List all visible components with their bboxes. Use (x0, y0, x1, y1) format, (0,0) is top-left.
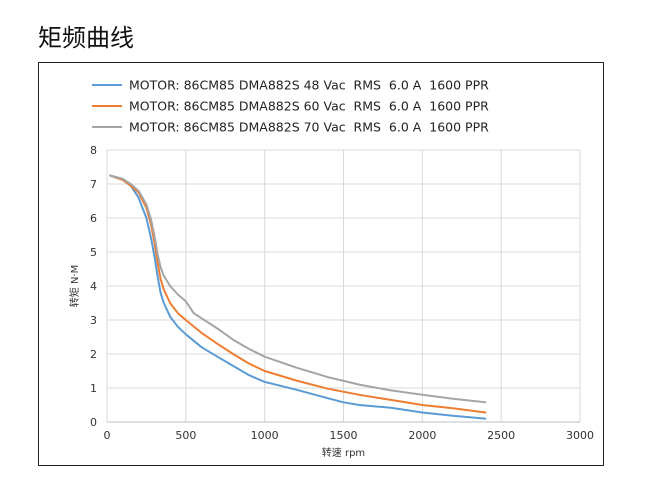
y-tick-label: 5 (90, 246, 97, 259)
series-line-3 (109, 174, 487, 404)
page-heading: 矩频曲线 (38, 24, 134, 52)
legend-entry-3: MOTOR: 86CM85 DMA882S 70 Vac RMS 6.0 A 1… (129, 120, 489, 135)
y-tick-label: 2 (90, 348, 97, 361)
x-tick-label: 0 (104, 429, 111, 442)
x-tick-label: 2500 (487, 429, 515, 442)
series-line-1 (109, 174, 487, 420)
y-tick-label: 8 (90, 144, 97, 157)
y-tick-labels: 0 1 2 3 4 5 6 7 8 (90, 144, 97, 429)
legend: MOTOR: 86CM85 DMA882S 48 Vac RMS 6.0 A 1… (92, 78, 489, 135)
y-tick-label: 3 (90, 314, 97, 327)
axes (106, 150, 580, 423)
x-tick-label: 2000 (408, 429, 436, 442)
y-tick-label: 6 (90, 212, 97, 225)
x-tick-labels: 0 500 1000 1500 2000 2500 3000 (104, 429, 595, 442)
y-tick-label: 4 (90, 280, 97, 293)
series-line-2 (109, 174, 487, 414)
legend-entry-2: MOTOR: 86CM85 DMA882S 60 Vac RMS 6.0 A 1… (129, 99, 489, 114)
y-tick-label: 0 (90, 416, 97, 429)
y-axis-label: 转矩 N·M (68, 265, 81, 307)
legend-entry-1: MOTOR: 86CM85 DMA882S 48 Vac RMS 6.0 A 1… (129, 78, 489, 93)
x-tick-label: 3000 (566, 429, 594, 442)
series-lines (109, 174, 487, 420)
grid (107, 149, 581, 422)
x-tick-label: 1500 (330, 429, 358, 442)
y-tick-label: 7 (90, 178, 97, 191)
x-axis-label: 转速 rpm (322, 446, 365, 459)
x-tick-label: 1000 (251, 429, 279, 442)
y-tick-label: 1 (90, 382, 97, 395)
chart-frame (38, 62, 604, 466)
x-tick-label: 500 (175, 429, 196, 442)
